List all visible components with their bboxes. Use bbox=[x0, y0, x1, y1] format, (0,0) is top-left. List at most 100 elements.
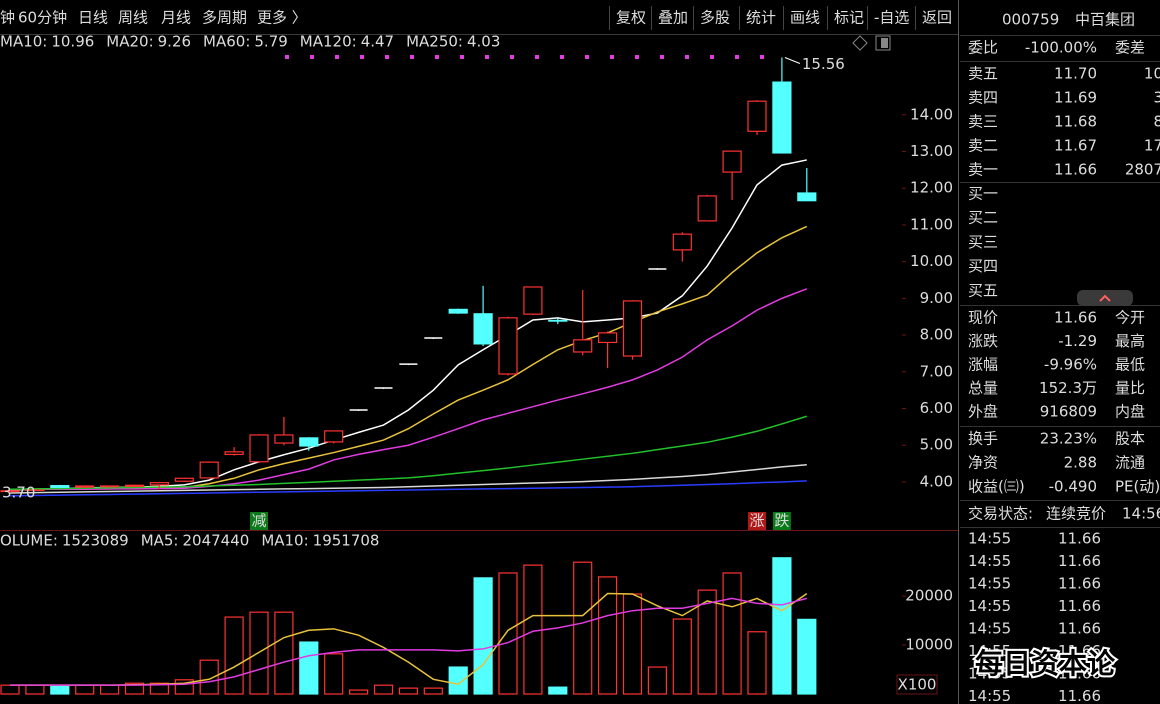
toolbar-button[interactable]: -自选 bbox=[874, 9, 909, 27]
ma-legend-name: MA250: bbox=[406, 33, 463, 51]
volume-bar bbox=[324, 653, 344, 695]
volume-legend-value: 1523089 bbox=[62, 532, 129, 550]
trade-price: 11.66 bbox=[1058, 552, 1101, 570]
volume-bar bbox=[772, 557, 792, 695]
period-tab[interactable]: 60分钟 bbox=[18, 9, 67, 27]
candle-body bbox=[747, 100, 767, 132]
icon-window-fill bbox=[881, 38, 888, 48]
toolbar-button[interactable]: 画线 bbox=[790, 9, 820, 27]
unit-box bbox=[896, 674, 938, 695]
row-value: 2.88 bbox=[1064, 454, 1097, 472]
candle-body bbox=[548, 319, 568, 322]
toolbar-button[interactable]: 叠加 bbox=[658, 9, 688, 27]
ma-legend-value: 9.26 bbox=[158, 33, 191, 51]
volume-bar bbox=[697, 589, 717, 695]
period-tab[interactable]: 多周期 bbox=[202, 9, 247, 27]
candle-body bbox=[199, 461, 219, 479]
row-label-2: 量比 bbox=[1115, 379, 1145, 397]
volume-bar bbox=[373, 684, 394, 695]
period-tab[interactable]: 更多 〉 bbox=[257, 9, 307, 27]
row-value: 23.23% bbox=[1040, 430, 1097, 448]
stock-code: 000759 bbox=[1002, 11, 1059, 29]
trade-time: 14:55 bbox=[968, 687, 1011, 704]
ask-volume: 17 bbox=[1144, 137, 1160, 155]
trade-price: 11.66 bbox=[1058, 597, 1101, 615]
volume-bar bbox=[423, 687, 443, 695]
volume-bar bbox=[25, 684, 45, 695]
ask-label: 卖二 bbox=[968, 137, 998, 155]
ask-price: 11.66 bbox=[1054, 161, 1097, 179]
y-tick-label: 6.00 bbox=[920, 399, 953, 417]
candle-body bbox=[473, 313, 493, 345]
row-label: 委比 bbox=[968, 39, 998, 57]
candle-body bbox=[622, 300, 643, 357]
volume-bar bbox=[75, 684, 95, 695]
volume-bar bbox=[473, 577, 493, 695]
volume-legend-name: MA10: bbox=[261, 532, 308, 550]
icon-window[interactable] bbox=[875, 35, 891, 51]
status-value: 连续竞价 bbox=[1046, 505, 1106, 523]
row-label-2: 最低 bbox=[1115, 356, 1145, 374]
period-tab[interactable]: 周线 bbox=[118, 9, 148, 27]
volume-legend-value: 1951708 bbox=[313, 532, 380, 550]
row-label-2: 最高 bbox=[1115, 332, 1145, 350]
toolbar-button[interactable]: 多股 bbox=[700, 9, 730, 27]
candle-body bbox=[149, 482, 169, 486]
toolbar-button[interactable]: 返回 bbox=[922, 9, 952, 27]
ma-line bbox=[9, 480, 807, 497]
ma-legend-name: MA10: bbox=[0, 33, 47, 51]
toolbar-button[interactable]: 复权 bbox=[616, 9, 646, 27]
period-tab[interactable]: 日线 bbox=[78, 9, 108, 27]
ask-label: 卖五 bbox=[968, 65, 998, 83]
trade-time: 14:55 bbox=[968, 552, 1011, 570]
row-label: 现价 bbox=[968, 309, 998, 327]
row-label: 总量 bbox=[968, 379, 998, 397]
ask-label: 卖一 bbox=[968, 161, 998, 179]
ma-line bbox=[10, 288, 808, 491]
toolbar-button[interactable]: 标记 bbox=[834, 9, 864, 27]
collapse-button[interactable] bbox=[1077, 290, 1133, 306]
row-label-2: 委差 bbox=[1115, 39, 1145, 57]
ask-volume: 10 bbox=[1144, 65, 1160, 83]
row-value: -100.00% bbox=[1025, 39, 1097, 57]
y-tick-label: 5.00 bbox=[920, 436, 953, 454]
candle-body bbox=[324, 430, 344, 443]
period-tab[interactable]: 钟 bbox=[0, 9, 15, 27]
row-label-2: 今开 bbox=[1115, 309, 1145, 327]
candle-body bbox=[697, 195, 717, 222]
toolbar-button[interactable]: 统计 bbox=[746, 9, 776, 27]
candle-body bbox=[299, 437, 319, 447]
y-tick-label: 11.00 bbox=[910, 215, 953, 233]
trade-price: 11.66 bbox=[1058, 575, 1101, 593]
y-tick-label: 8.00 bbox=[920, 326, 953, 344]
row-label: 换手 bbox=[968, 430, 998, 448]
volume-bar bbox=[50, 684, 70, 695]
bid-label: 买一 bbox=[968, 185, 998, 203]
y-tick-label: 4.00 bbox=[920, 472, 953, 490]
icon-diamond[interactable] bbox=[852, 35, 868, 51]
volume-bar bbox=[523, 564, 543, 695]
ask-price: 11.69 bbox=[1054, 89, 1097, 107]
candle-body bbox=[0, 490, 20, 493]
y-tick-label: 12.00 bbox=[910, 179, 953, 197]
row-value: -9.96% bbox=[1044, 356, 1097, 374]
marker-box bbox=[748, 512, 766, 530]
ma-legend-value: 4.03 bbox=[467, 33, 500, 51]
volume-bar bbox=[498, 572, 518, 695]
y-tick-label: 10000 bbox=[905, 636, 953, 654]
volume-legend-name: MA5: bbox=[141, 532, 179, 550]
volume-bar bbox=[797, 618, 817, 695]
ma-legend-value: 10.96 bbox=[51, 33, 94, 51]
ask-price: 11.67 bbox=[1054, 137, 1097, 155]
row-label: 涨跌 bbox=[968, 332, 998, 350]
ma-legend-name: MA60: bbox=[203, 33, 250, 51]
volume-bar bbox=[349, 689, 369, 695]
candle-body bbox=[597, 332, 618, 344]
period-tab[interactable]: 月线 bbox=[161, 9, 191, 27]
bid-label: 买三 bbox=[968, 233, 998, 251]
marker-box bbox=[250, 512, 268, 530]
ma-legend-value: 5.79 bbox=[254, 33, 287, 51]
ma-legend-value: 4.47 bbox=[361, 33, 394, 51]
volume-bar bbox=[448, 666, 468, 695]
volume-bar bbox=[149, 682, 169, 695]
